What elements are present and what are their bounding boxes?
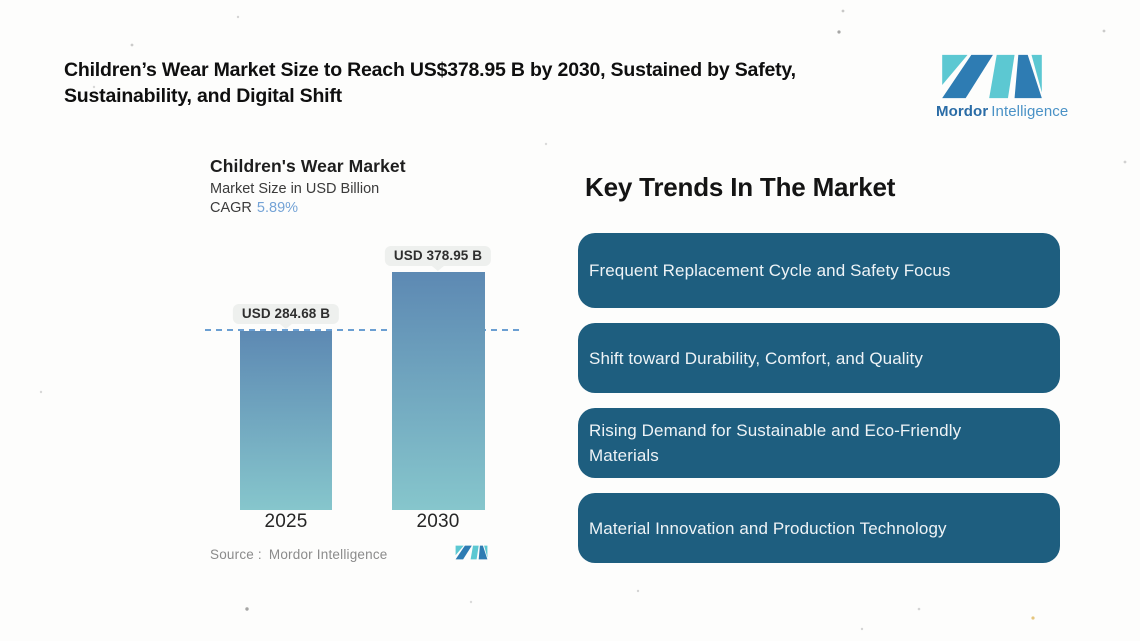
trends-heading: Key Trends In The Market xyxy=(585,172,896,202)
reference-dashed-line xyxy=(205,329,520,331)
trend-card-3: Rising Demand for Sustainable and Eco-Fr… xyxy=(578,408,1060,478)
cagr-value: 5.89% xyxy=(256,200,299,216)
trend-card-2: Shift toward Durability, Comfort, and Qu… xyxy=(578,323,1060,393)
trend-card-1: Frequent Replacement Cycle and Safety Fo… xyxy=(578,233,1060,308)
brand-name-light: Intelligence xyxy=(991,103,1069,120)
source-caption: Source : Mordor Intelligence xyxy=(210,547,388,562)
source-logo-icon xyxy=(455,545,488,565)
chart-title: Children's Wear Market xyxy=(210,156,406,176)
mordor-intelligence-logo-icon xyxy=(936,53,1048,100)
brand-name-bold: Mordor xyxy=(936,103,989,120)
trend-card-2-text: Shift toward Durability, Comfort, and Qu… xyxy=(589,348,923,368)
bar-2030 xyxy=(392,272,485,510)
trend-card-1-text: Frequent Replacement Cycle and Safety Fo… xyxy=(589,261,951,280)
source-label: Source : xyxy=(210,547,262,562)
trend-card-4-text: Material Innovation and Production Techn… xyxy=(589,518,947,538)
headline-line-2: Sustainability, and Digital Shift xyxy=(64,85,342,107)
trend-card-3-text: Rising Demand for Sustainable and Eco-Fr… xyxy=(589,421,962,465)
bar-2025 xyxy=(240,331,332,510)
axis-label-2025: 2025 xyxy=(264,511,308,532)
axis-label-2030: 2030 xyxy=(416,511,460,532)
data-label-2025: USD 284.68 B xyxy=(232,304,340,324)
background-texture xyxy=(0,0,2,2)
page-headline: Children’s Wear Market Size to Reach US$… xyxy=(64,57,884,109)
cagr-label: CAGR xyxy=(210,200,252,216)
trend-card-4: Material Innovation and Production Techn… xyxy=(578,493,1060,563)
chart-cagr: CAGR 5.89% xyxy=(210,199,298,218)
data-label-2030: USD 378.95 B xyxy=(384,246,492,266)
chart-subtitle: Market Size in USD Billion xyxy=(210,181,380,197)
brand-wordmark: Mordor Intelligence xyxy=(936,103,1068,120)
source-value: Mordor Intelligence xyxy=(268,547,388,562)
brand-logo: Mordor Intelligence xyxy=(936,53,1068,120)
headline-line-1: Children’s Wear Market Size to Reach US$… xyxy=(64,59,796,81)
